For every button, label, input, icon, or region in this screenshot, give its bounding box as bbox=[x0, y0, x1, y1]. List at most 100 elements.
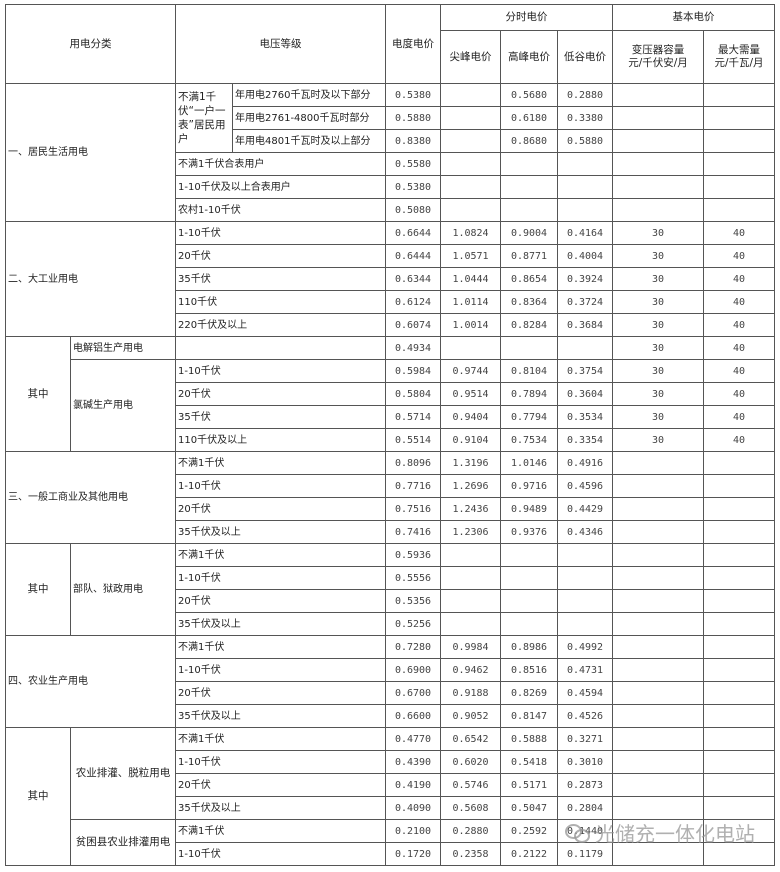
valley-cell: 0.3754 bbox=[556, 359, 614, 383]
sharp-cell: 0.9462 bbox=[440, 658, 501, 682]
base-cell: 0.7516 bbox=[385, 497, 441, 521]
sharp-cell: 1.2696 bbox=[440, 474, 501, 498]
sharp-cell: 0.9052 bbox=[440, 704, 501, 728]
table-row: 其中 电解铝生产用电 0.4934 30 40 bbox=[5, 336, 776, 452]
base-cell: 0.5380 bbox=[385, 175, 441, 199]
header-demand: 最大需量 元/千瓦/月 bbox=[703, 30, 776, 84]
voltage-cell: 35千伏及以上 bbox=[175, 796, 386, 820]
sharp-cell: 0.9514 bbox=[440, 382, 501, 406]
base-cell: 0.4770 bbox=[385, 727, 441, 751]
demand-cell: 40 bbox=[703, 336, 776, 360]
base-cell: 0.5984 bbox=[385, 359, 441, 383]
capacity-cell bbox=[612, 796, 705, 820]
sharp-cell: 0.9984 bbox=[440, 635, 501, 659]
peak-cell: 0.9004 bbox=[500, 221, 558, 245]
table-row: 氯碱生产用电 1-10千伏 0.5984 0.9744 0.8104 0.3754 30 40 bbox=[6, 359, 776, 452]
peak-cell: 0.7894 bbox=[500, 382, 558, 406]
table-row: 20千伏 0.6444 1.0571 0.8771 0.4004 30 40 bbox=[6, 244, 776, 268]
peak-cell bbox=[500, 152, 558, 176]
base-cell: 0.5714 bbox=[385, 405, 441, 429]
demand-cell bbox=[703, 566, 776, 590]
peak-cell: 0.8654 bbox=[500, 267, 558, 291]
base-cell: 0.4090 bbox=[385, 796, 441, 820]
voltage-cell: 110千伏 bbox=[175, 290, 386, 314]
table-row: 20千伏 0.5804 0.9514 0.7894 0.3604 30 40 bbox=[6, 382, 776, 406]
voltage-cell: 1-10千伏 bbox=[175, 842, 386, 866]
capacity-cell bbox=[612, 635, 705, 659]
capacity-cell bbox=[612, 129, 705, 153]
voltage-cell: 20千伏 bbox=[175, 589, 386, 613]
valley-cell: 0.4731 bbox=[556, 658, 614, 682]
category-cell: 贫困县农业排灌用电 bbox=[70, 819, 176, 866]
peak-cell: 0.5047 bbox=[500, 796, 558, 820]
base-cell: 0.6900 bbox=[385, 658, 441, 682]
voltage-cell: 1-10千伏 bbox=[175, 566, 386, 590]
voltage-cell: 220千伏及以上 bbox=[175, 313, 386, 337]
header-capacity: 变压器容量 元/千伏安/月 bbox=[612, 30, 705, 84]
electricity-price-table: 用电分类 电压等级 电度电价 分时电价 基本电价 尖峰电价 高峰电价 低谷电价 … bbox=[5, 4, 776, 866]
voltage-cell: 20千伏 bbox=[175, 773, 386, 797]
base-cell: 0.5356 bbox=[385, 589, 441, 613]
peak-cell: 0.5680 bbox=[500, 83, 558, 107]
peak-cell: 1.0146 bbox=[500, 451, 558, 475]
peak-cell: 0.2592 bbox=[500, 819, 558, 843]
demand-cell bbox=[703, 842, 776, 866]
header-peak: 高峰电价 bbox=[500, 30, 558, 84]
base-cell: 0.7280 bbox=[385, 635, 441, 659]
demand-cell bbox=[703, 497, 776, 521]
capacity-cell bbox=[612, 520, 705, 544]
voltage-cell: 35千伏及以上 bbox=[175, 520, 386, 544]
sharp-cell bbox=[440, 175, 501, 199]
demand-cell bbox=[703, 474, 776, 498]
valley-cell: 0.3380 bbox=[556, 106, 614, 130]
category-cell: 其中 bbox=[5, 543, 71, 636]
valley-cell: 0.3924 bbox=[556, 267, 614, 291]
base-cell: 0.6444 bbox=[385, 244, 441, 268]
sharp-cell bbox=[440, 589, 501, 613]
base-cell: 0.5804 bbox=[385, 382, 441, 406]
demand-cell bbox=[703, 520, 776, 544]
sharp-cell: 0.2358 bbox=[440, 842, 501, 866]
voltage-cell: 1-10千伏及以上合表用户 bbox=[175, 175, 386, 199]
peak-cell: 0.8269 bbox=[500, 681, 558, 705]
voltage-cell: 1-10千伏 bbox=[175, 474, 386, 498]
sharp-cell: 0.6020 bbox=[440, 750, 501, 774]
capacity-cell bbox=[612, 681, 705, 705]
table-row: 35千伏及以上 0.4090 0.5608 0.5047 0.2804 bbox=[6, 796, 776, 820]
capacity-cell: 30 bbox=[612, 382, 705, 406]
table-row: 1-10千伏及以上合表用户 0.5380 bbox=[6, 175, 776, 199]
table-row: 年用电4801千瓦时及以上部分 0.8380 0.8680 0.5880 bbox=[6, 129, 776, 153]
valley-cell bbox=[556, 543, 614, 567]
table-row: 其中 农业排灌、脱粒用电 不满1千伏 0.4770 0.6542 0.5888 0.3271 bbox=[5, 727, 776, 866]
voltage-cell: 1-10千伏 bbox=[175, 658, 386, 682]
valley-cell bbox=[556, 152, 614, 176]
header-voltage: 电压等级 bbox=[175, 4, 386, 84]
sharp-cell: 0.9104 bbox=[440, 428, 501, 452]
peak-cell: 0.8516 bbox=[500, 658, 558, 682]
base-cell: 0.4190 bbox=[385, 773, 441, 797]
header-base-price: 电度电价 bbox=[385, 4, 441, 84]
capacity-cell bbox=[612, 589, 705, 613]
peak-cell bbox=[500, 566, 558, 590]
table-row: 20千伏 0.7516 1.2436 0.9489 0.4429 bbox=[6, 497, 776, 521]
valley-cell: 0.4596 bbox=[556, 474, 614, 498]
valley-cell: 0.3724 bbox=[556, 290, 614, 314]
voltage-cell: 年用电2761-4800千瓦时部分 bbox=[232, 106, 386, 130]
voltage-cell: 不满1千伏合表用户 bbox=[175, 152, 386, 176]
voltage-cell: 年用电2760千瓦时及以下部分 bbox=[232, 83, 386, 107]
table-row: 20千伏 0.4190 0.5746 0.5171 0.2873 bbox=[6, 773, 776, 797]
demand-cell bbox=[703, 773, 776, 797]
capacity-cell: 30 bbox=[612, 405, 705, 429]
peak-cell: 0.5888 bbox=[500, 727, 558, 751]
sharp-cell: 0.9188 bbox=[440, 681, 501, 705]
demand-cell bbox=[703, 152, 776, 176]
voltage-cell: 35千伏 bbox=[175, 405, 386, 429]
peak-cell: 0.8680 bbox=[500, 129, 558, 153]
peak-cell: 0.7534 bbox=[500, 428, 558, 452]
demand-cell bbox=[703, 612, 776, 636]
table-row: 220千伏及以上 0.6074 1.0014 0.8284 0.3684 30 40 bbox=[6, 313, 776, 337]
category-cell: 其中 bbox=[5, 336, 71, 452]
category-cell: 一、居民生活用电 bbox=[5, 83, 176, 222]
valley-cell: 0.4916 bbox=[556, 451, 614, 475]
base-cell: 0.2100 bbox=[385, 819, 441, 843]
